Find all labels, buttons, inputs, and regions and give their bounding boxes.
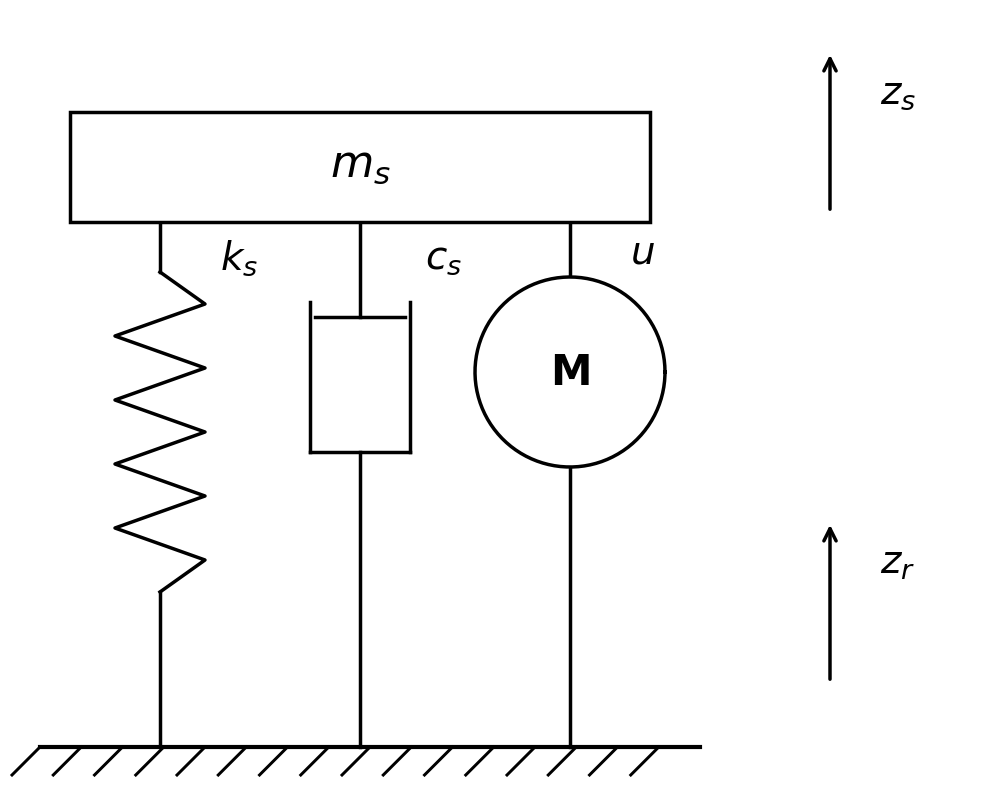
Text: $m_s$: $m_s$ <box>330 144 390 186</box>
Bar <box>70 113 650 223</box>
Text: $\mathbf{M}$: $\mathbf{M}$ <box>550 351 590 394</box>
Text: $c_s$: $c_s$ <box>425 239 462 277</box>
Text: $z_r$: $z_r$ <box>880 543 915 581</box>
Text: $u$: $u$ <box>630 233 655 272</box>
Text: $z_s$: $z_s$ <box>880 74 916 111</box>
Polygon shape <box>475 277 665 468</box>
Text: $k_s$: $k_s$ <box>220 238 258 277</box>
